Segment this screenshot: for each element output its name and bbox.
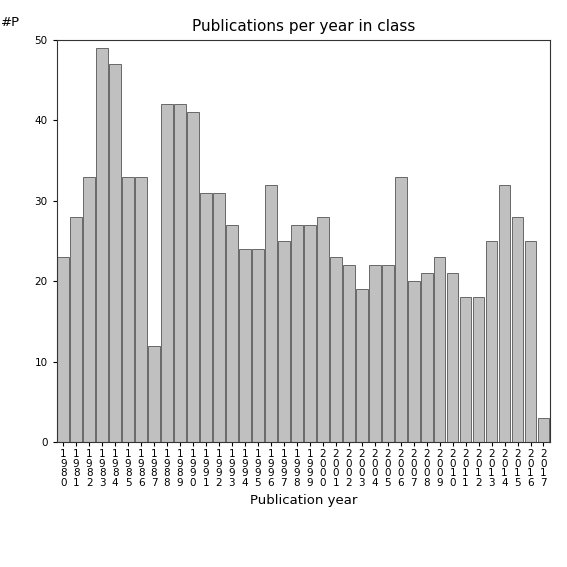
Bar xyxy=(421,273,433,442)
Bar xyxy=(460,297,471,442)
Bar xyxy=(304,225,316,442)
Bar xyxy=(265,185,277,442)
Bar xyxy=(356,289,367,442)
Bar xyxy=(395,176,407,442)
Bar xyxy=(109,64,121,442)
Bar xyxy=(96,48,108,442)
Bar xyxy=(161,104,173,442)
Bar xyxy=(291,225,303,442)
Bar xyxy=(382,265,393,442)
Bar xyxy=(317,217,329,442)
Bar xyxy=(524,241,536,442)
Bar xyxy=(278,241,290,442)
Bar xyxy=(83,176,95,442)
Bar xyxy=(148,346,160,442)
Bar xyxy=(252,249,264,442)
Bar xyxy=(434,257,446,442)
Bar xyxy=(226,225,238,442)
Bar xyxy=(486,241,497,442)
Bar xyxy=(187,112,199,442)
Bar xyxy=(330,257,342,442)
Bar xyxy=(70,217,82,442)
Bar xyxy=(499,185,510,442)
Bar xyxy=(213,193,225,442)
Bar xyxy=(447,273,459,442)
Bar xyxy=(408,281,420,442)
Bar xyxy=(136,176,147,442)
Bar xyxy=(239,249,251,442)
Bar xyxy=(473,297,484,442)
Bar xyxy=(538,418,549,442)
Bar xyxy=(369,265,380,442)
Bar xyxy=(343,265,354,442)
Bar xyxy=(200,193,212,442)
Text: #P: #P xyxy=(1,15,20,28)
Bar xyxy=(174,104,186,442)
Title: Publications per year in class: Publications per year in class xyxy=(192,19,415,35)
X-axis label: Publication year: Publication year xyxy=(249,493,357,506)
Bar xyxy=(57,257,69,442)
Bar xyxy=(122,176,134,442)
Bar xyxy=(511,217,523,442)
